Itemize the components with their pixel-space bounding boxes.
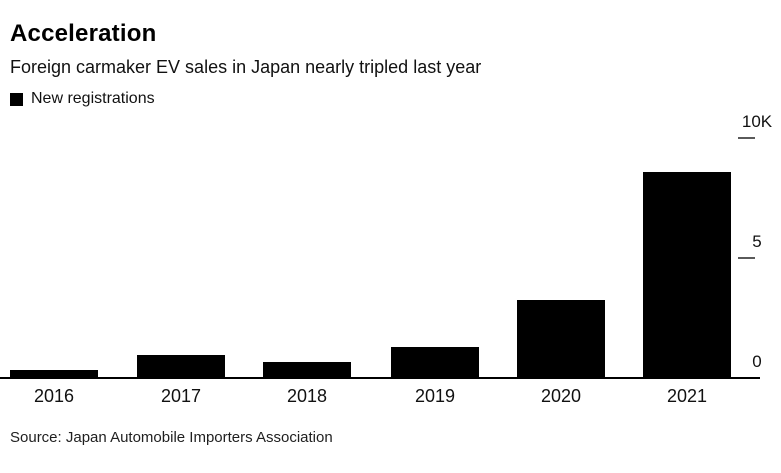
chart-subtitle: Foreign carmaker EV sales in Japan nearl…	[10, 57, 482, 77]
x-axis-label-2019: 2019	[414, 386, 456, 406]
y-axis-label-5: 5	[752, 232, 762, 251]
y-axis-tick-10k	[738, 137, 755, 139]
x-axis-label-2017: 2017	[160, 386, 202, 406]
legend-swatch-icon	[10, 92, 23, 106]
bar-2018	[263, 362, 351, 378]
bar-2016	[10, 370, 98, 378]
bar-2020	[517, 300, 605, 378]
x-axis-label-2021: 2021	[666, 386, 708, 406]
y-axis-label-0: 0	[752, 352, 762, 371]
y-axis-label-10k: 10K	[741, 112, 773, 131]
x-axis-label-2018: 2018	[286, 386, 328, 406]
source-note: Source: Japan Automobile Importers Assoc…	[10, 429, 333, 446]
x-axis-label-2020: 2020	[540, 386, 582, 406]
bar-2017	[137, 355, 225, 378]
legend: New registrations	[10, 90, 155, 108]
x-axis-label-2016: 2016	[33, 386, 75, 406]
chart-title: Acceleration	[10, 20, 157, 47]
bar-2019	[391, 347, 479, 378]
bar-2021	[643, 172, 731, 378]
y-axis-tick-5	[738, 257, 755, 259]
x-axis-baseline	[0, 377, 760, 379]
legend-label: New registrations	[31, 90, 155, 107]
